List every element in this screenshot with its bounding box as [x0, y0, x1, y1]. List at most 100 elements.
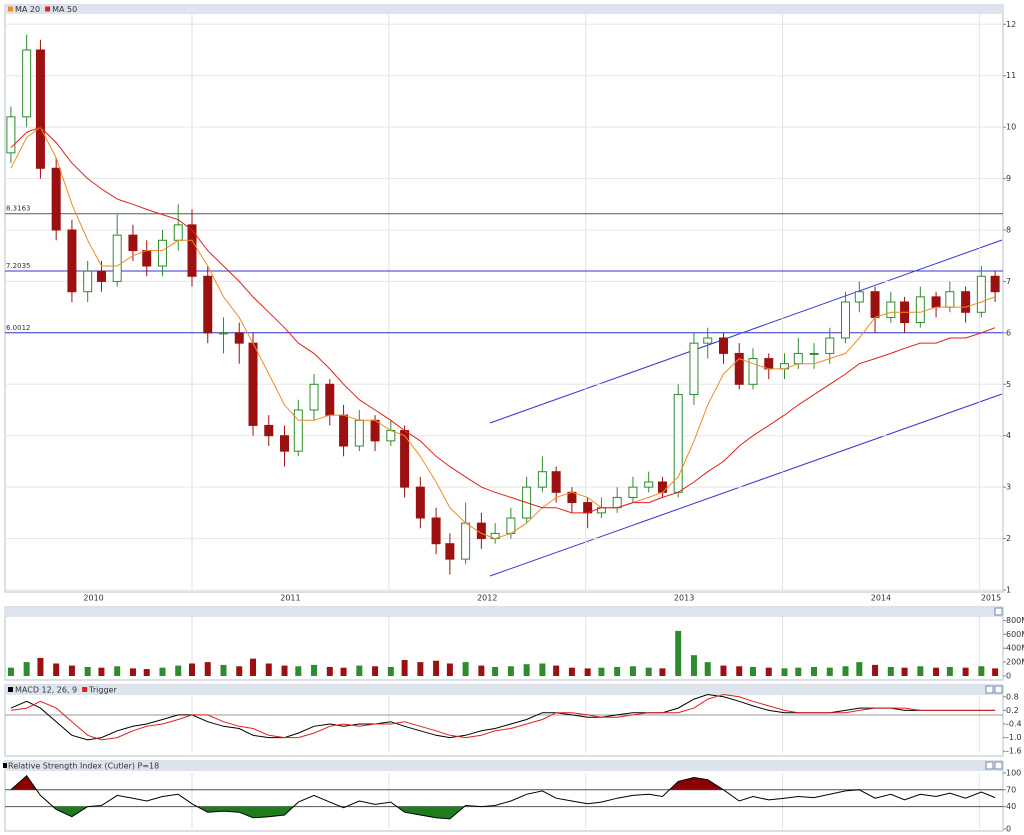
volume-bar — [704, 662, 711, 676]
y-tick-label: -1.6 — [1006, 747, 1022, 756]
level-label: 6.0012 — [6, 324, 31, 332]
volume-bar — [204, 662, 211, 676]
volume-bar — [98, 667, 105, 676]
volume-bar — [978, 666, 985, 676]
volume-bar — [478, 665, 485, 676]
volume-bar — [159, 667, 166, 676]
panel-button[interactable] — [994, 607, 1003, 616]
volume-bar — [387, 666, 394, 676]
candle-body — [218, 332, 228, 335]
volume-bar — [372, 666, 379, 676]
ma-line — [10, 126, 996, 514]
volume-bar — [311, 664, 318, 676]
volume-bar — [189, 663, 196, 676]
volume-bar — [492, 666, 499, 676]
volume-bar — [507, 666, 514, 676]
x-tick-label: 2014 — [871, 594, 891, 603]
volume-bar — [281, 665, 288, 676]
y-tick-label: 0 — [1006, 672, 1011, 681]
volume-bar — [250, 658, 257, 676]
candle-body — [96, 270, 106, 282]
candle-body — [445, 543, 455, 560]
volume-bar — [842, 666, 849, 676]
y-tick-label: 10 — [1006, 123, 1016, 132]
volume-bar — [584, 668, 591, 676]
candle-body — [551, 471, 561, 493]
rsi-line — [10, 775, 996, 820]
volume-bar — [720, 665, 727, 676]
candle-body — [945, 291, 955, 308]
trend-channel — [489, 393, 1003, 577]
candle-body — [354, 419, 364, 447]
legend-label: MA 20 — [15, 5, 40, 14]
volume-bar — [946, 666, 953, 676]
candle-body — [583, 502, 593, 514]
candle-body — [187, 224, 197, 277]
volume-bar — [295, 666, 302, 676]
candle-body — [370, 419, 380, 442]
y-tick-label: 7 — [1006, 277, 1011, 286]
panel-button[interactable] — [985, 761, 994, 770]
y-tick-label: 12 — [1006, 20, 1016, 29]
candle-body — [431, 517, 441, 545]
panel-button[interactable] — [994, 761, 1003, 770]
candle-body — [854, 291, 864, 303]
y-tick-label: -0.4 — [1006, 720, 1022, 729]
y-tick-label: 2 — [1006, 534, 1011, 543]
volume-bar — [781, 668, 788, 676]
y-tick-label: 0.2 — [1006, 706, 1019, 715]
volume-bar — [933, 667, 940, 676]
y-tick-label: 0 — [1006, 825, 1011, 834]
volume-header — [5, 607, 1003, 617]
y-tick-label: -1.0 — [1006, 733, 1022, 742]
candle-body — [203, 275, 213, 334]
y-tick-label: 800M — [1006, 616, 1024, 625]
candle-body — [6, 116, 16, 154]
price-header — [5, 5, 1003, 14]
legend-swatch — [45, 6, 51, 12]
candle-body — [234, 332, 244, 344]
volume-bar — [143, 669, 150, 676]
volume-bar — [811, 666, 818, 676]
legend-swatch — [8, 687, 13, 692]
y-tick-label: 11 — [1006, 71, 1016, 80]
candle-body — [67, 229, 77, 293]
candle-body — [83, 270, 93, 293]
volume-bar — [175, 665, 182, 676]
ma-line — [10, 126, 996, 540]
panel-button[interactable] — [985, 685, 994, 694]
panel-button[interactable] — [994, 685, 1003, 694]
y-tick-label: 40 — [1006, 802, 1016, 811]
rsi-header — [5, 761, 1003, 771]
x-tick-label: 2010 — [83, 594, 103, 603]
volume-bar — [433, 660, 440, 676]
candle-body — [976, 275, 986, 313]
candle-body — [35, 49, 45, 169]
candle-body — [886, 301, 896, 318]
volume-bar — [629, 666, 636, 676]
trend-channel — [489, 239, 1003, 424]
candle-body — [657, 481, 667, 493]
candle-body — [748, 358, 758, 385]
candle-body — [612, 496, 622, 509]
volume-bar — [826, 667, 833, 676]
level-label: 7.2035 — [6, 262, 31, 270]
y-tick-label: 6 — [1006, 328, 1011, 337]
volume-bar — [553, 665, 560, 676]
volume-bar — [645, 667, 652, 676]
oversold-fill — [10, 806, 996, 819]
volume-bar — [568, 667, 575, 676]
y-tick-label: 4 — [1006, 431, 1011, 440]
candle-body — [673, 394, 683, 493]
volume-bar — [917, 666, 924, 676]
candle-body — [689, 342, 699, 396]
volume-bar — [53, 663, 60, 676]
volume-bar — [446, 663, 453, 676]
legend-label: Trigger — [88, 686, 117, 695]
candle-body — [309, 383, 319, 411]
price-panel — [4, 4, 1004, 593]
candle-body — [809, 352, 819, 355]
volume-bar — [37, 657, 44, 676]
macd-header — [5, 685, 1003, 695]
